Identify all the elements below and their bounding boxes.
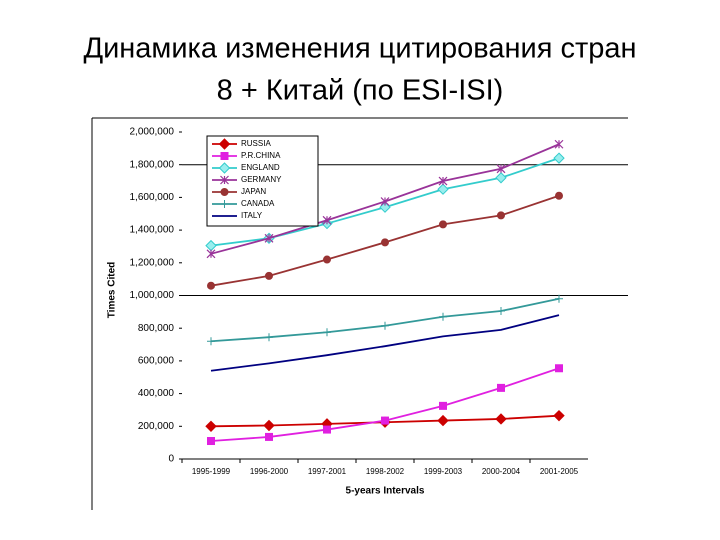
data-point <box>263 419 275 432</box>
data-point <box>381 416 389 425</box>
legend-marker <box>218 162 231 174</box>
y-tick-label: 1,200,000 <box>130 257 175 268</box>
data-point <box>553 409 565 422</box>
y-tick-label: 1,000,000 <box>130 290 175 301</box>
y-tick-label: 1,600,000 <box>130 192 175 203</box>
y-tick-label: 1,400,000 <box>130 225 175 236</box>
data-point <box>265 333 273 342</box>
data-point <box>207 281 215 290</box>
data-point <box>495 172 507 184</box>
x-tick-label: 1996-2000 <box>250 467 289 476</box>
legend-label: RUSSIA <box>241 139 271 148</box>
legend-marker <box>220 200 229 208</box>
legend-label: ENGLAND <box>241 163 280 172</box>
y-tick-label: 600,000 <box>138 356 175 367</box>
data-point <box>555 294 563 303</box>
data-point <box>207 437 215 446</box>
legend-marker <box>220 175 229 185</box>
series-line <box>210 367 560 442</box>
data-point <box>496 164 506 174</box>
title-line: 8 + Китай (по ESI-ISI) <box>217 75 504 107</box>
y-axis-label: Times Cited <box>107 262 118 319</box>
series-line <box>210 314 560 372</box>
data-point <box>497 211 505 220</box>
data-point <box>322 215 332 225</box>
x-tick-label: 1995-1999 <box>192 467 231 476</box>
data-point <box>555 364 563 373</box>
data-point <box>265 271 273 280</box>
data-point <box>205 420 217 433</box>
data-point <box>381 321 389 330</box>
legend-marker <box>220 152 229 160</box>
y-tick-label: 1,800,000 <box>130 159 175 170</box>
x-tick-label: 2000-2004 <box>482 467 521 476</box>
x-tick-label: 2001-2005 <box>540 467 579 476</box>
data-point <box>207 337 215 346</box>
title-line: Динамика изменения цитирования стран <box>83 33 636 65</box>
data-point <box>323 425 331 434</box>
data-point <box>439 312 447 321</box>
y-tick-label: 200,000 <box>138 421 175 432</box>
data-point <box>555 191 563 200</box>
data-point <box>323 328 331 337</box>
y-tick-label: 400,000 <box>138 388 175 399</box>
x-tick-label: 1998-2002 <box>366 467 405 476</box>
y-tick-label: 2,000,000 <box>130 127 175 138</box>
data-point <box>437 414 449 427</box>
data-point <box>495 413 507 425</box>
data-point <box>437 183 449 195</box>
x-tick-label: 1999-2003 <box>424 467 463 476</box>
y-tick-label: 800,000 <box>138 323 175 334</box>
legend-marker <box>218 138 231 150</box>
data-point <box>323 255 331 264</box>
legend-label: ITALY <box>241 211 263 220</box>
data-point <box>265 432 273 441</box>
data-point <box>554 139 564 149</box>
series-line <box>210 297 560 343</box>
data-point <box>439 401 447 410</box>
legend-label: P.R.CHINA <box>241 151 281 160</box>
data-point <box>438 176 448 186</box>
data-point <box>264 233 274 243</box>
legend-marker <box>220 188 229 196</box>
legend-label: CANADA <box>241 199 275 208</box>
data-point <box>205 239 217 252</box>
data-point <box>381 238 389 247</box>
data-point <box>497 383 505 392</box>
legend-label: JAPAN <box>241 187 266 196</box>
x-tick-label: 1997-2001 <box>308 467 347 476</box>
data-point <box>439 220 447 229</box>
x-axis-label: 5-years Intervals <box>346 486 425 497</box>
legend-label: GERMANY <box>241 175 282 184</box>
data-point <box>553 152 565 164</box>
data-point <box>497 307 505 316</box>
data-point <box>380 197 390 206</box>
data-point <box>206 249 216 259</box>
y-tick-label: 0 <box>168 454 174 465</box>
